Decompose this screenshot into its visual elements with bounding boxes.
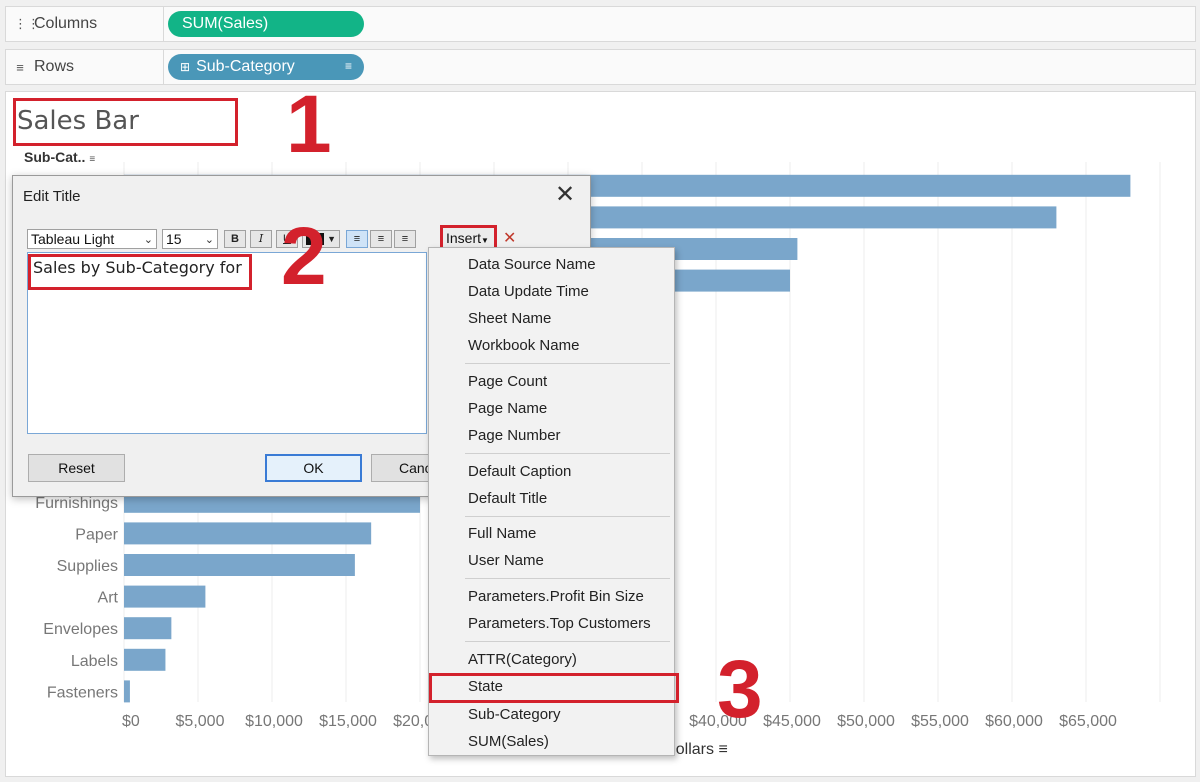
sort-icon[interactable]: ≡: [344, 59, 352, 73]
ok-button[interactable]: OK: [265, 454, 362, 482]
menu-item-data-update-time[interactable]: Data Update Time: [468, 283, 589, 300]
menu-separator: [465, 363, 670, 364]
category-label: Fasteners: [47, 684, 118, 701]
menu-item-full-name[interactable]: Full Name: [468, 525, 537, 542]
x-tick-label: $5,000: [176, 713, 225, 730]
menu-item-page-name[interactable]: Page Name: [468, 400, 548, 417]
title-highlight-box: [13, 98, 238, 146]
menu-item-parameters-top-customers[interactable]: Parameters.Top Customers: [468, 615, 651, 632]
text-highlight-box: [28, 254, 252, 290]
sub-category-header-label: Sub-Cat..: [24, 149, 86, 165]
insert-label: Insert: [446, 230, 482, 246]
dialog-title: Edit Title: [23, 188, 81, 205]
rows-label-area: ≡ Rows: [6, 50, 164, 84]
close-icon[interactable]: ✕: [554, 181, 576, 208]
sum-sales-pill[interactable]: SUM(Sales): [168, 11, 364, 37]
columns-icon: ⋮⋮: [14, 16, 40, 31]
menu-item-default-title[interactable]: Default Title: [468, 490, 548, 507]
font-select-value: Tableau Light: [31, 231, 115, 247]
menu-item-user-name[interactable]: User Name: [468, 552, 544, 569]
bold-button[interactable]: B: [224, 230, 246, 248]
x-tick-label: $10,000: [245, 713, 303, 730]
category-label: Labels: [71, 653, 118, 670]
x-tick-label: $50,000: [837, 713, 895, 730]
insert-button-label: Insert▼: [446, 230, 489, 246]
title-editor-text[interactable]: Sales by Sub-Category for: [33, 258, 242, 277]
font-size-value: 15: [166, 231, 182, 247]
menu-item-parameters-profit-bin-size[interactable]: Parameters.Profit Bin Size: [468, 588, 644, 605]
rows-icon: ≡: [16, 59, 24, 75]
columns-label: Columns: [34, 15, 98, 32]
sum-sales-pill-label: SUM(Sales): [182, 15, 269, 32]
category-label: Envelopes: [43, 621, 118, 638]
menu-item-page-count[interactable]: Page Count: [468, 373, 548, 390]
menu-separator: [465, 641, 670, 642]
caret-down-icon: ▼: [481, 236, 489, 245]
x-tick-label: $65,000: [1059, 713, 1117, 730]
menu-item-sheet-name[interactable]: Sheet Name: [468, 310, 552, 327]
category-label: Furnishings: [35, 495, 118, 512]
bar[interactable]: [124, 554, 355, 576]
sub-category-pill-label: Sub-Category: [196, 58, 295, 75]
align-left-button[interactable]: ≡: [346, 230, 368, 248]
sub-category-pill[interactable]: ⊞ Sub-Category ≡: [168, 54, 364, 80]
caret-down-icon: ▼: [327, 234, 336, 244]
columns-label-area: ⋮⋮ Columns: [6, 7, 164, 41]
category-label: Supplies: [57, 558, 118, 575]
menu-separator: [465, 516, 670, 517]
menu-item-workbook-name[interactable]: Workbook Name: [468, 337, 580, 354]
x-tick-label: $40,000: [689, 713, 747, 730]
x-tick-label: $0: [122, 713, 140, 730]
bar[interactable]: [124, 522, 372, 545]
menu-item-default-caption[interactable]: Default Caption: [468, 463, 572, 480]
chevron-down-icon: ⌄: [143, 234, 153, 246]
clear-formatting-icon[interactable]: ✕: [503, 230, 517, 247]
sub-category-header[interactable]: Sub-Cat.. ≡: [24, 149, 95, 165]
x-tick-label: $15,000: [319, 713, 377, 730]
bar[interactable]: [124, 680, 130, 703]
color-swatch: [306, 233, 324, 246]
menu-item-attr-category[interactable]: ATTR(Category): [468, 651, 577, 668]
menu-item-data-source-name[interactable]: Data Source Name: [468, 256, 596, 273]
x-tick-label: $55,000: [911, 713, 969, 730]
font-color-button[interactable]: ▼: [302, 230, 340, 248]
bar[interactable]: [124, 585, 206, 608]
align-center-button[interactable]: ≡: [370, 230, 392, 248]
menu-item-page-number[interactable]: Page Number: [468, 427, 561, 444]
menu-separator: [465, 453, 670, 454]
cancel-button[interactable]: Canc: [371, 454, 432, 482]
x-tick-label: $45,000: [763, 713, 821, 730]
title-editor[interactable]: Sales by Sub-Category for: [27, 252, 427, 434]
annotation-number-3: 3: [717, 644, 763, 735]
insert-menu[interactable]: Data Source Name Data Update Time Sheet …: [428, 247, 679, 756]
menu-item-state[interactable]: State: [468, 678, 504, 695]
columns-shelf[interactable]: ⋮⋮ Columns SUM(Sales): [5, 6, 1196, 42]
x-axis-title: Dollars ≡: [664, 741, 728, 758]
chevron-down-icon: ⌄: [204, 234, 214, 246]
menu-separator: [465, 578, 670, 579]
category-label: Paper: [75, 526, 118, 543]
sheet-title[interactable]: Sales Bar: [17, 106, 139, 136]
italic-button[interactable]: I: [250, 230, 272, 248]
x-tick-label: $60,000: [985, 713, 1043, 730]
rows-shelf[interactable]: ≡ Rows ⊞ Sub-Category ≡: [5, 49, 1196, 85]
reset-button[interactable]: Reset: [28, 454, 125, 482]
font-size-select[interactable]: 15 ⌄: [162, 229, 218, 249]
state-highlight-box: [429, 673, 679, 703]
expand-plus-icon[interactable]: ⊞: [180, 60, 191, 74]
bar[interactable]: [124, 617, 172, 640]
header-sort-icon[interactable]: ≡: [89, 154, 96, 165]
annotation-number-2: 2: [281, 211, 327, 302]
bar[interactable]: [124, 648, 166, 671]
menu-item-sub-category[interactable]: Sub-Category: [468, 706, 561, 723]
underline-button[interactable]: U: [276, 230, 298, 248]
category-label: Art: [98, 590, 119, 607]
font-select[interactable]: Tableau Light ⌄: [27, 229, 157, 249]
annotation-number-1: 1: [286, 79, 332, 170]
menu-item-sum-sales[interactable]: SUM(Sales): [468, 733, 549, 750]
align-right-button[interactable]: ≡: [394, 230, 416, 248]
rows-label: Rows: [34, 58, 75, 75]
